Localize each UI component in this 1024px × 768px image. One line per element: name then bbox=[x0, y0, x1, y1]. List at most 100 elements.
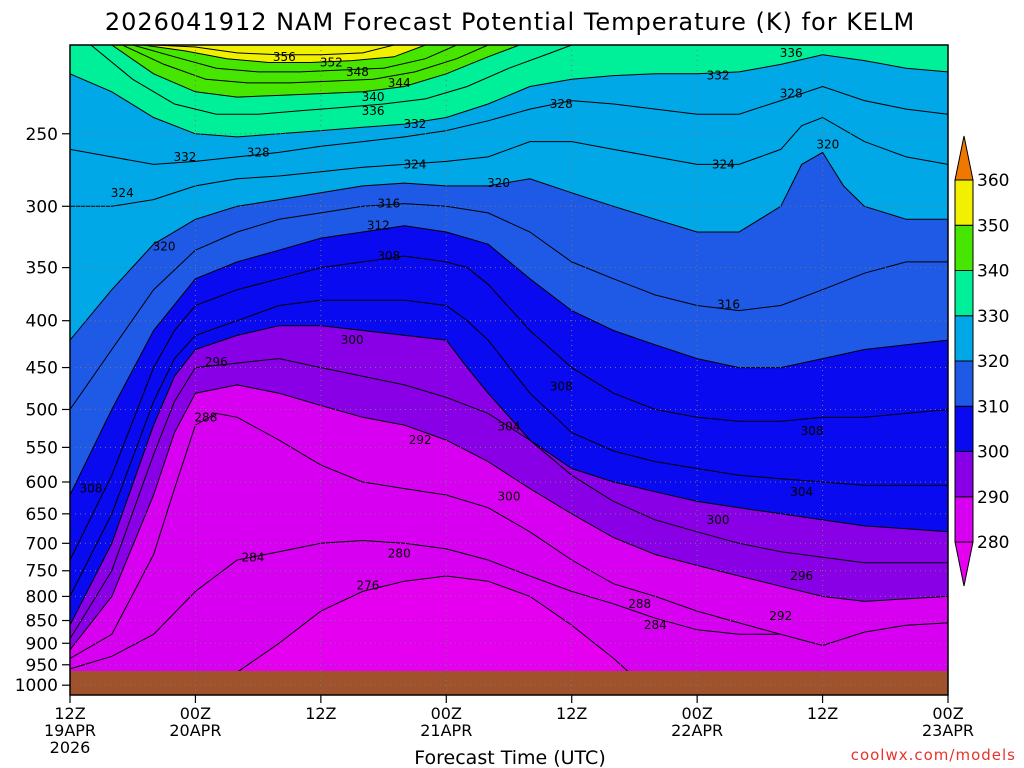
isentrope-324 bbox=[70, 116, 948, 207]
contour-label: 352 bbox=[320, 56, 343, 70]
contour-label: 316 bbox=[377, 197, 400, 211]
isentrope-328 bbox=[70, 85, 948, 165]
colorbar-tick-label: 350 bbox=[977, 216, 1009, 236]
grid-lines bbox=[70, 45, 948, 695]
contour-label: 284 bbox=[241, 550, 264, 564]
y-tick-label: 850 bbox=[26, 612, 58, 632]
y-tick-label: 700 bbox=[26, 534, 58, 554]
x-tick-label: 12Z bbox=[807, 704, 838, 723]
colorbar-band-300 bbox=[954, 405, 974, 452]
x-tick-label: 12Z bbox=[556, 704, 587, 723]
x-tick-label: 20APR bbox=[169, 721, 221, 740]
contour-label: 348 bbox=[346, 65, 369, 79]
ground-fill bbox=[70, 671, 948, 695]
y-tick-label: 650 bbox=[26, 505, 58, 525]
x-tick-label: 22APR bbox=[671, 721, 723, 740]
contour-label: 316 bbox=[717, 297, 740, 311]
isentrope-288 bbox=[70, 412, 948, 659]
isentrope-316 bbox=[70, 203, 948, 410]
contour-label: 320 bbox=[487, 176, 510, 190]
colorbar-tick-label: 330 bbox=[977, 307, 1009, 327]
y-tick-label: 400 bbox=[26, 312, 58, 332]
contour-label: 344 bbox=[388, 76, 411, 90]
contour-label: 296 bbox=[790, 569, 813, 583]
y-tick-label: 300 bbox=[26, 197, 58, 217]
contour-label: 304 bbox=[790, 485, 813, 499]
colorbar-band-330 bbox=[954, 270, 974, 317]
isentrope-332 bbox=[70, 54, 948, 138]
contour-label: 324 bbox=[712, 157, 735, 171]
contour-label: 324 bbox=[111, 186, 134, 200]
colorbar-band-320 bbox=[954, 315, 974, 362]
colorbar-band-350 bbox=[954, 179, 974, 226]
isentrope-300 bbox=[70, 325, 948, 626]
x-axis-label: Forecast Time (UTC) bbox=[414, 747, 605, 768]
contour-label: 332 bbox=[174, 150, 197, 164]
ground-mask bbox=[70, 671, 948, 695]
x-tick-label: 2026 bbox=[50, 738, 91, 757]
isentrope-344 bbox=[122, 45, 489, 84]
fill-band-356 bbox=[70, 45, 394, 55]
isentrope-348 bbox=[132, 45, 457, 73]
y-tick-label: 1000 bbox=[15, 676, 58, 696]
colorbar-band-290 bbox=[954, 451, 974, 498]
isentrope-320 bbox=[70, 151, 948, 341]
contour-label: 292 bbox=[409, 433, 432, 447]
isentrope-304 bbox=[70, 299, 948, 597]
colorbar-band-310 bbox=[954, 360, 974, 407]
contour-label: 288 bbox=[194, 410, 217, 424]
y-tick-label: 250 bbox=[26, 125, 58, 145]
colorbar-tick-label: 320 bbox=[977, 352, 1009, 372]
contour-label: 288 bbox=[628, 597, 651, 611]
contour-label: 328 bbox=[247, 145, 270, 159]
chart-title: 2026041912 NAM Forecast Potential Temper… bbox=[105, 8, 915, 36]
y-tick-label: 900 bbox=[26, 634, 58, 654]
y-tick-label: 800 bbox=[26, 587, 58, 607]
isentrope-356 bbox=[153, 45, 395, 56]
contour-label: 292 bbox=[769, 609, 792, 623]
colorbar-band-340 bbox=[954, 224, 974, 271]
contour-label: 300 bbox=[707, 513, 730, 527]
contour-label: 300 bbox=[341, 333, 364, 347]
contour-label: 312 bbox=[367, 219, 390, 233]
contour-label: 280 bbox=[388, 546, 411, 560]
contour-label: 336 bbox=[780, 46, 803, 60]
isentrope-340 bbox=[111, 45, 520, 98]
plot-area bbox=[70, 45, 948, 695]
colorbar-tick-label: 300 bbox=[977, 443, 1009, 463]
colorbar-tick-label: 280 bbox=[977, 533, 1009, 553]
y-tick-label: 350 bbox=[26, 259, 58, 279]
x-tick-label: 12Z bbox=[54, 704, 85, 723]
y-tick-label: 950 bbox=[26, 656, 58, 676]
colorbar-tick-label: 310 bbox=[977, 397, 1009, 417]
credit-text: coolwx.com/models bbox=[851, 746, 1016, 764]
contour-label: 328 bbox=[550, 97, 573, 111]
x-tick-label: 00Z bbox=[180, 704, 211, 723]
contour-lines bbox=[70, 45, 948, 678]
contour-label: 296 bbox=[205, 355, 228, 369]
y-tick-label: 600 bbox=[26, 473, 58, 493]
contour-label: 308 bbox=[801, 424, 824, 438]
colorbar-tick-label: 290 bbox=[977, 488, 1009, 508]
contour-label: 308 bbox=[377, 249, 400, 263]
contour-label: 276 bbox=[356, 578, 379, 592]
isentrope-284 bbox=[70, 539, 781, 670]
colorbar-above-triangle bbox=[954, 135, 974, 181]
x-tick-label: 00Z bbox=[681, 704, 712, 723]
contour-label: 300 bbox=[498, 489, 521, 503]
colorbar-tick-label: 340 bbox=[977, 262, 1009, 282]
colorbar: 280 290 300 310 320 330 340 350 360 bbox=[954, 135, 1009, 587]
x-tick-label: 21APR bbox=[420, 721, 472, 740]
contour-label: 284 bbox=[644, 618, 667, 632]
contour-label: 356 bbox=[273, 50, 296, 64]
y-tick-label: 500 bbox=[26, 400, 58, 420]
contour-label: 320 bbox=[153, 240, 176, 254]
y-tick-label: 550 bbox=[26, 438, 58, 458]
contour-label: 304 bbox=[498, 420, 521, 434]
contour-label: 320 bbox=[816, 138, 839, 152]
plot-frame bbox=[69, 44, 949, 696]
isentrope-336 bbox=[90, 45, 572, 115]
colorbar-tick-label: 360 bbox=[977, 171, 1009, 191]
